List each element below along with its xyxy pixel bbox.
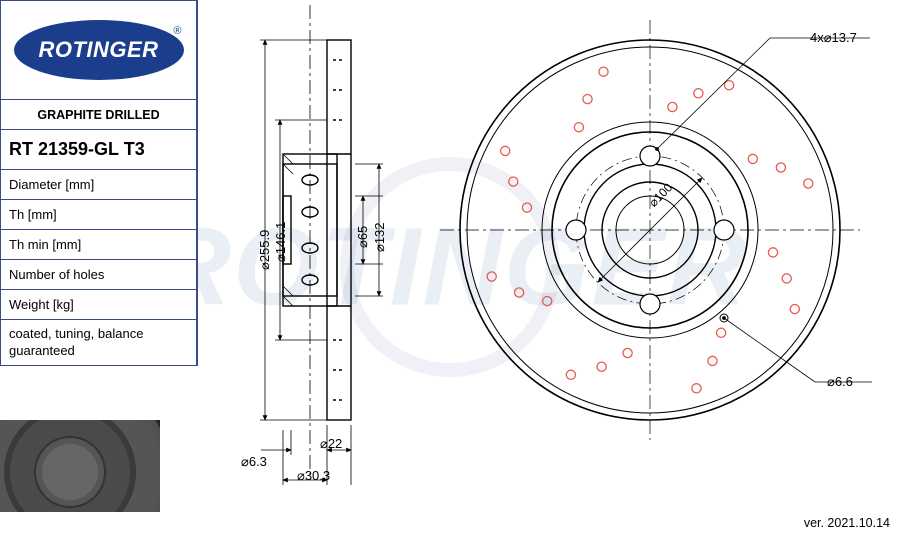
spec-diameter: Diameter [mm] [0,170,197,200]
dim-d4: ⌀132 [372,222,388,252]
spec-holes: Number of holes [0,260,197,290]
dim-b1: ⌀6.3 [241,454,267,470]
logo-cell: ROTINGER ® [0,0,197,100]
dim-d3: ⌀65 [355,226,371,248]
product-photo [0,420,160,512]
spec-th-min: Th min [mm] [0,230,197,260]
dim-top: 4x⌀13.7 [810,30,857,46]
product-subtitle: GRAPHITE DRILLED [0,100,197,130]
front-view [440,20,872,440]
dim-d2: ⌀146.1 [273,222,289,262]
dim-d1: ⌀255.9 [257,230,273,270]
dim-b2: ⌀22 [320,436,342,452]
brand-name: ROTINGER [14,15,184,85]
dim-66: ⌀6.6 [827,374,853,390]
drawing-svg [205,0,900,534]
spec-panel: ROTINGER ® GRAPHITE DRILLED RT 21359-GL … [0,0,198,366]
registered-mark: ® [173,25,181,37]
part-number: RT 21359-GL T3 [0,130,197,170]
dim-b3: ⌀30.3 [297,468,330,484]
spec-weight: Weight [kg] [0,290,197,320]
spec-th: Th [mm] [0,200,197,230]
spec-notes: coated, tuning, balance guaranteed [0,320,197,366]
brand-logo: ROTINGER ® [14,15,184,85]
technical-drawing: ⌀255.9 ⌀146.1 ⌀65 ⌀132 ⌀6.3 ⌀22 ⌀30.3 4x… [205,0,900,534]
